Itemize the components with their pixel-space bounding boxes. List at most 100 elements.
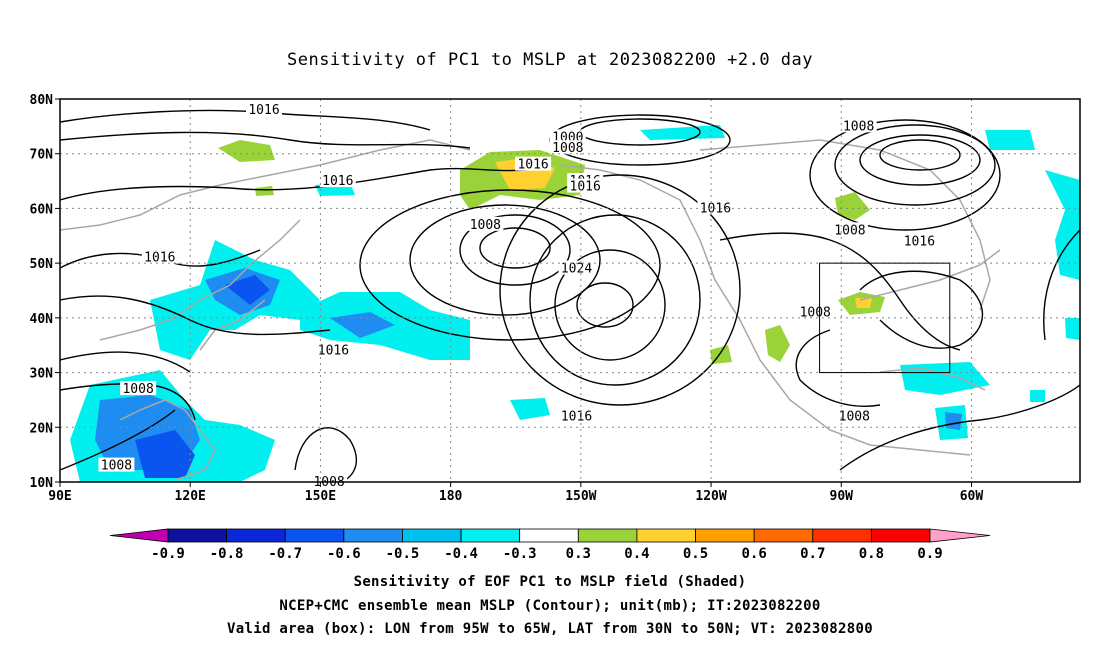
contour-label: 1008 xyxy=(552,141,583,156)
shade-atlantic-d xyxy=(1030,390,1045,402)
colorbar-high-triangle xyxy=(929,528,991,543)
colorbar-cell xyxy=(636,528,696,543)
contour-label-bg xyxy=(901,233,938,248)
contour-labels: 1016101610161016100810081008100010081016… xyxy=(98,101,938,490)
colorbar-cell xyxy=(695,528,755,543)
contour-label: 1008 xyxy=(839,409,870,424)
lon-tick-label: 60W xyxy=(960,489,984,504)
lat-tick-label: 20N xyxy=(30,421,54,436)
colorbar-label: 0.3 xyxy=(566,546,591,562)
longitude-labels: 90E 120E 150E 180 150W 120W 90W 60W xyxy=(48,489,983,504)
lon-tick-label: 180 xyxy=(439,489,463,504)
mslp-contours xyxy=(60,109,1080,482)
lat-tick-label: 10N xyxy=(30,476,54,491)
colorbar-label: -0.3 xyxy=(503,546,537,562)
contour-label: 1008 xyxy=(122,382,153,397)
contour-label: 1016 xyxy=(318,344,349,359)
shade-mexico xyxy=(765,325,790,362)
gridlines xyxy=(55,98,1080,487)
contour-label-bg xyxy=(797,304,834,319)
map-frame xyxy=(59,98,1081,483)
lat-tick-label: 80N xyxy=(30,93,54,108)
lon-tick-label: 90W xyxy=(830,489,854,504)
colorbar-cell xyxy=(343,528,403,543)
latitude-labels: 80N 70N 60N 50N 40N 30N 20N 10N xyxy=(30,93,54,491)
contour-label-bg xyxy=(558,408,595,423)
shade-midwest-b xyxy=(855,298,872,308)
contour-label-bg xyxy=(315,342,352,357)
caption-line-3: Valid area (box): LON from 95W to 65W, L… xyxy=(227,621,873,637)
colorbar-cell xyxy=(870,528,931,543)
colorbar-cell xyxy=(519,528,579,543)
contour-label-bg xyxy=(567,178,604,193)
contour-label: 1008 xyxy=(800,305,831,320)
contour-label-bg xyxy=(840,118,877,133)
valid-area-box xyxy=(819,262,951,374)
contour-label: 1008 xyxy=(834,223,865,238)
contour-label: 1008 xyxy=(843,119,874,134)
colorbar-cell xyxy=(284,528,345,543)
contour-label: 1016 xyxy=(561,409,592,424)
caption-line-1: Sensitivity of EOF PC1 to MSLP field (Sh… xyxy=(353,574,747,590)
contour-label-bg xyxy=(467,216,504,231)
contour-label-bg xyxy=(549,129,586,144)
shade-siberia xyxy=(218,140,275,162)
contour-label: 1024 xyxy=(561,262,592,277)
sensitivity-shading xyxy=(70,125,1080,482)
colorbar-label: 0.9 xyxy=(917,546,942,562)
colorbar-cell xyxy=(402,528,462,543)
contour-label: 1016 xyxy=(904,234,935,249)
colorbar-cell xyxy=(167,528,228,543)
coastlines xyxy=(60,139,1001,481)
shade-carib-b xyxy=(945,412,962,430)
contour-label-bg xyxy=(549,140,586,155)
colorbar-label: -0.8 xyxy=(210,546,244,562)
colorbar-label: 0.8 xyxy=(859,546,884,562)
lat-tick-label: 60N xyxy=(30,202,54,217)
shade-north-pacific-b xyxy=(330,312,395,338)
colorbar-label: -0.6 xyxy=(327,546,361,562)
contour-label-bg xyxy=(515,156,552,171)
lon-tick-label: 120E xyxy=(175,489,206,504)
shade-small-1 xyxy=(510,398,550,420)
lon-tick-label: 90E xyxy=(48,489,71,504)
contour-label: 1016 xyxy=(248,103,279,118)
contour-label-bg xyxy=(319,173,356,188)
colorbar-label: 0.7 xyxy=(800,546,825,562)
contour-label-bg xyxy=(141,249,178,264)
colorbar-label: 0.4 xyxy=(624,546,649,562)
colorbar-cell xyxy=(226,528,286,543)
shade-gulf xyxy=(900,362,990,395)
contour-label-bg xyxy=(98,457,135,472)
colorbar: -0.9 -0.8 -0.7 -0.6 -0.5 -0.4 -0.3 0.3 0.4 0.5 0.6… xyxy=(109,528,991,562)
shade-atlantic-c xyxy=(1065,318,1080,340)
map-canvas: 1016101610161016100810081008100010081016… xyxy=(30,93,1081,504)
shade-arctic-cyan xyxy=(640,125,725,140)
colorbar-cell xyxy=(460,528,521,543)
contour-label: 1016 xyxy=(517,158,548,173)
contour-label-bg xyxy=(697,200,734,215)
colorbar-cell xyxy=(812,528,872,543)
contour-label: 1008 xyxy=(101,459,132,474)
map-title: Sensitivity of PC1 to MSLP at 2023082200… xyxy=(286,50,813,70)
contour-label: 1016 xyxy=(144,251,175,266)
lat-tick-label: 30N xyxy=(30,367,54,382)
shade-siberia-b xyxy=(255,186,274,196)
colorbar-label: 0.5 xyxy=(683,546,708,562)
contour-label: 1008 xyxy=(470,218,501,233)
colorbar-label: -0.7 xyxy=(268,546,302,562)
lon-tick-label: 120W xyxy=(695,489,726,504)
shade-atlantic xyxy=(1045,170,1080,280)
shade-atlantic-b xyxy=(985,130,1035,150)
colorbar-label: -0.5 xyxy=(386,546,420,562)
colorbar-label: -0.9 xyxy=(151,546,185,562)
contour-label-bg xyxy=(836,408,873,423)
shade-japan-c xyxy=(225,275,270,305)
colorbar-cell xyxy=(753,528,814,543)
caption-line-2: NCEP+CMC ensemble mean MSLP (Contour); u… xyxy=(279,598,821,614)
lon-tick-label: 150E xyxy=(305,489,336,504)
lat-tick-label: 70N xyxy=(30,148,54,163)
contour-label: 1016 xyxy=(322,174,353,189)
contour-label: 1016 xyxy=(570,180,601,195)
contour-label-bg xyxy=(558,260,595,275)
